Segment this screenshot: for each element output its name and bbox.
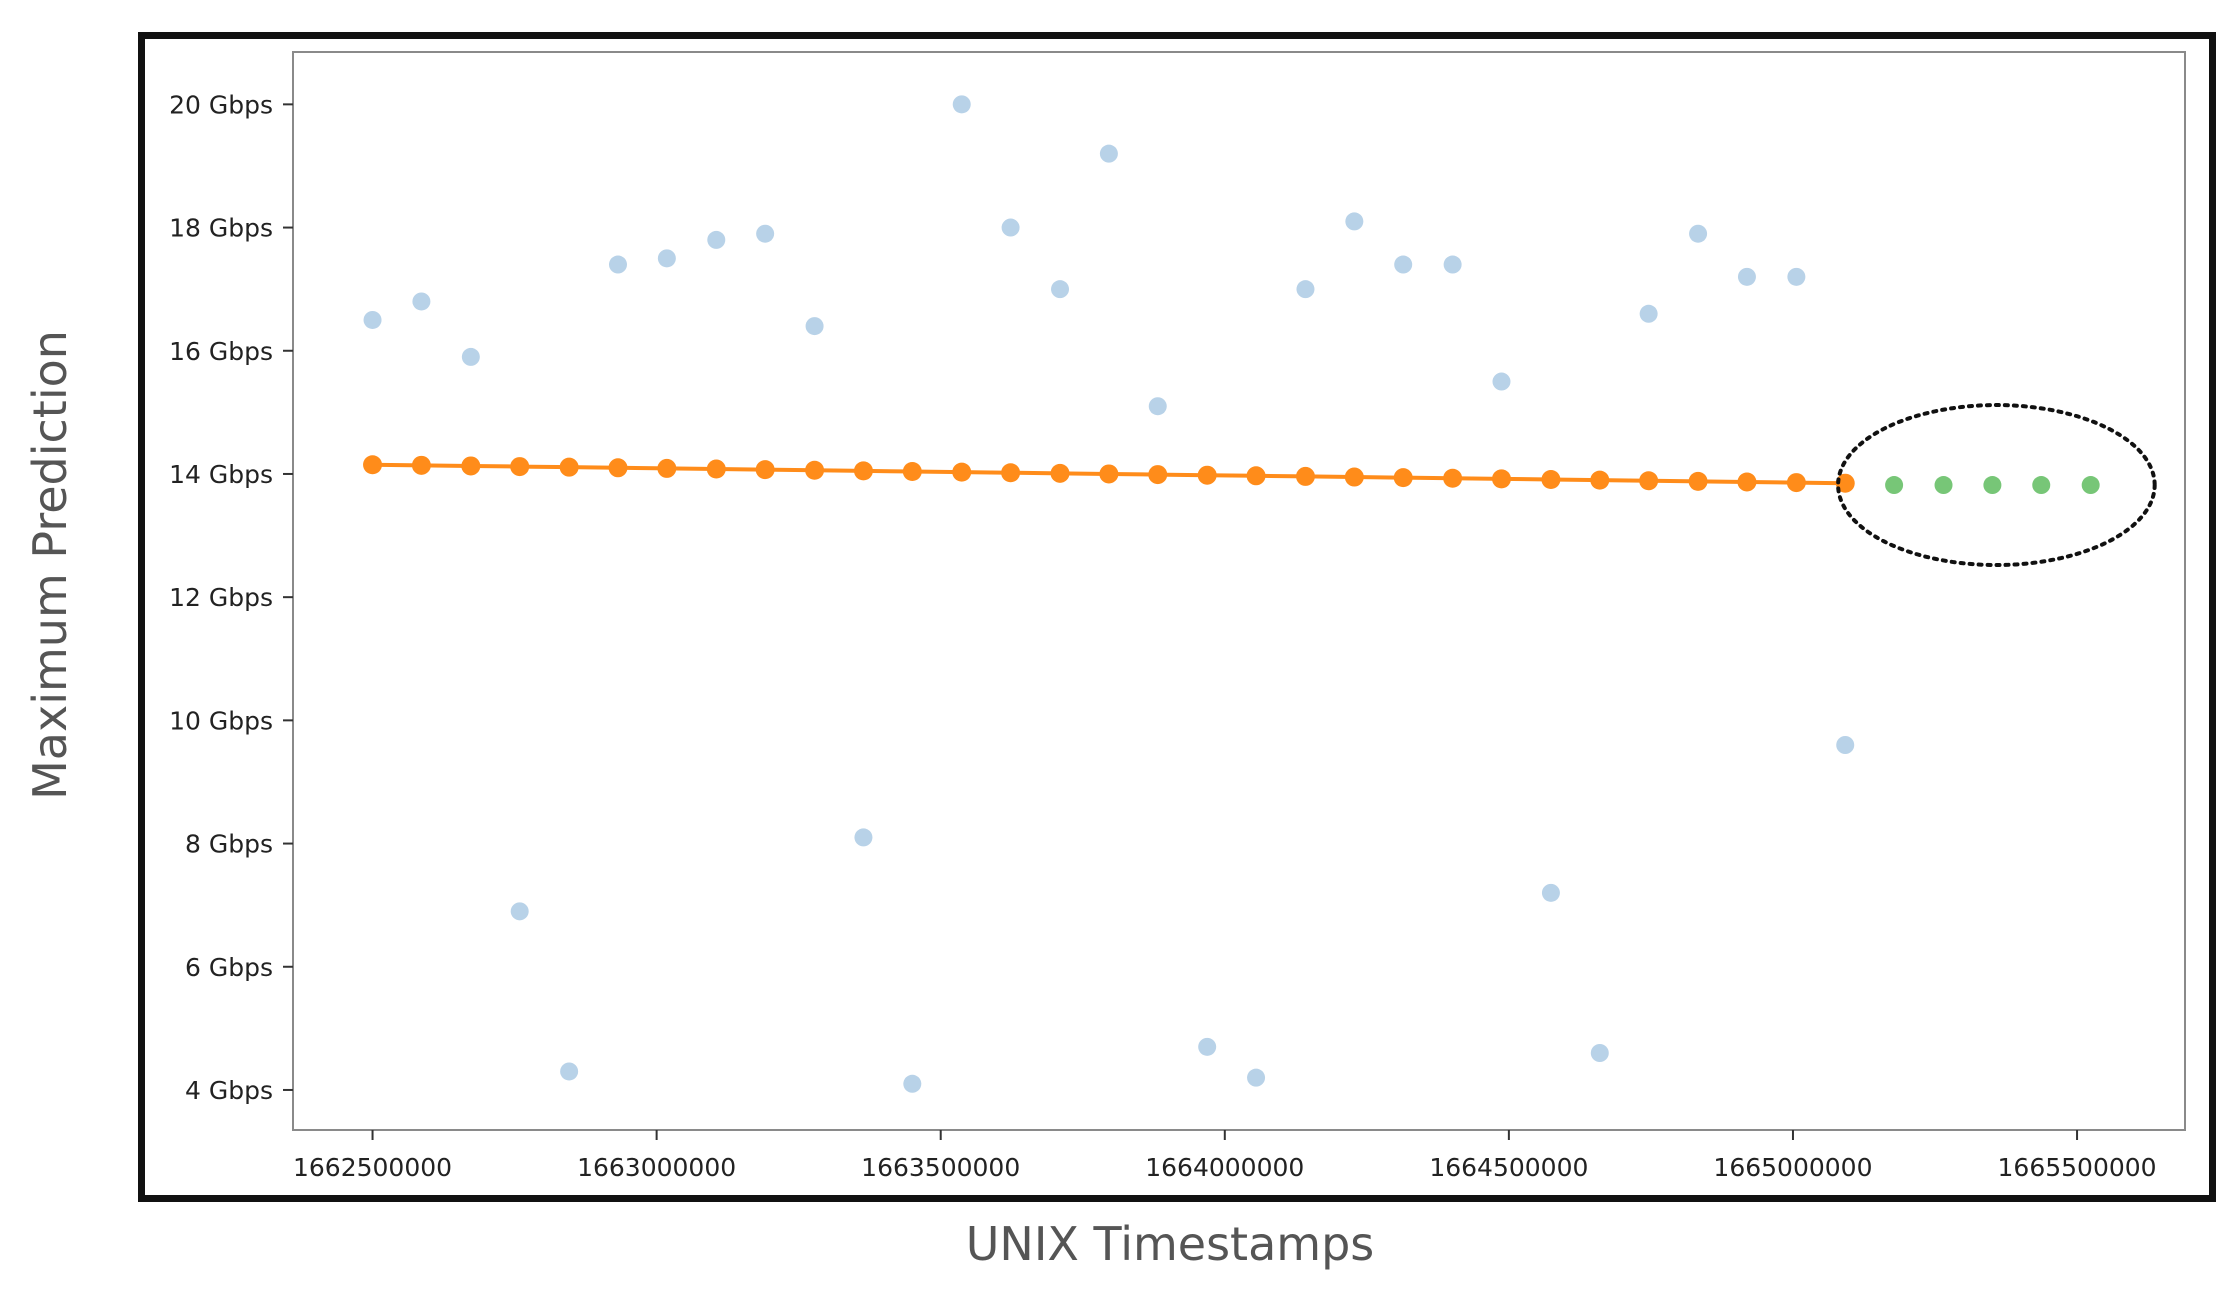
series-2-point	[411, 455, 431, 475]
series-2-point	[1197, 465, 1217, 485]
series-1-point	[1247, 1068, 1266, 1087]
y-tick-label: 4 Gbps	[185, 1076, 273, 1105]
series-1-point	[608, 255, 627, 274]
series-2-point	[805, 460, 825, 480]
series-2-point	[1541, 470, 1561, 490]
series-2-point	[755, 460, 775, 480]
series-1-point	[756, 224, 775, 243]
x-axis-title: UNIX Timestamps	[966, 1217, 1375, 1271]
plot-border	[292, 51, 2186, 1131]
series-1-point	[903, 1074, 922, 1093]
series-1-point	[363, 310, 382, 329]
series-1-point	[1051, 280, 1070, 299]
series-1-point	[461, 347, 480, 366]
series-1-point	[1001, 218, 1020, 237]
series-1-point	[854, 828, 873, 847]
series-3-point	[1885, 476, 1904, 495]
series-1-point	[1443, 255, 1462, 274]
y-tick-label: 16 Gbps	[169, 337, 273, 366]
series-2-point	[657, 458, 677, 478]
series-2-point	[1786, 473, 1806, 493]
y-tick-label: 20 Gbps	[169, 90, 273, 119]
series-1-point	[412, 292, 431, 311]
series-3-point	[1983, 476, 2002, 495]
series-1-point	[1394, 255, 1413, 274]
series-2-point	[1688, 471, 1708, 491]
series-2-point	[461, 456, 481, 476]
series-1-point	[1737, 267, 1756, 286]
chart-frame	[138, 32, 2216, 1202]
series-2-point	[1393, 468, 1413, 488]
series-1-point	[1148, 397, 1167, 416]
series-2-point	[1639, 471, 1659, 491]
series-1-point	[1590, 1044, 1609, 1062]
series-2-point	[1491, 469, 1511, 489]
y-tick-label: 6 Gbps	[185, 953, 273, 982]
plot-area: 4 Gbps 6 Gbps 8 Gbps 10 Gbps 12 Gbps 14 Gbps 1…	[169, 51, 2186, 1182]
series-1-point	[1541, 883, 1560, 902]
series-1-point	[657, 249, 676, 268]
y-axis-title: Maximum Prediction	[23, 330, 77, 800]
series-1-point	[1787, 267, 1806, 286]
y-tick-label: 14 Gbps	[169, 460, 273, 489]
series-1-point	[510, 902, 529, 921]
series-1-point	[1639, 304, 1658, 323]
series-2-point	[1443, 468, 1463, 488]
series-1-point	[805, 317, 824, 336]
series-2-point	[1148, 465, 1168, 485]
series-2-point	[952, 462, 972, 482]
series-2-point	[608, 458, 628, 478]
x-tick-label: 1665500000	[1998, 1153, 2157, 1182]
series-2-point	[1246, 466, 1266, 486]
series-1-point	[952, 95, 971, 114]
series-2-point	[510, 457, 530, 477]
x-tick-label: 1662500000	[293, 1153, 452, 1182]
series-2-point	[1835, 473, 1855, 493]
x-tick-label: 1664000000	[1145, 1153, 1304, 1182]
series-2-point	[1001, 463, 1021, 483]
series-1-point	[560, 1062, 579, 1081]
series-1-point	[1345, 212, 1364, 231]
series-1-point	[1099, 144, 1118, 163]
series-3-point	[1934, 476, 1953, 495]
x-tick-label: 1663000000	[577, 1153, 736, 1182]
series-2-point	[1590, 470, 1610, 490]
x-tick-label: 1664500000	[1429, 1153, 1588, 1182]
series-2-point	[706, 459, 726, 479]
series-2-point	[559, 457, 579, 477]
y-tick-label: 12 Gbps	[169, 583, 273, 612]
y-tick-label: 8 Gbps	[185, 830, 273, 859]
series-1-point	[1492, 372, 1511, 391]
series-2-point	[1295, 466, 1315, 486]
series-2-point	[1099, 464, 1119, 484]
series-2-point	[1344, 467, 1364, 487]
series-1-point	[1198, 1037, 1217, 1056]
x-tick-label: 1663500000	[861, 1153, 1020, 1182]
series-2-point	[1737, 472, 1757, 492]
series-1-point	[1836, 736, 1855, 754]
y-tick-label: 18 Gbps	[169, 214, 273, 243]
series-2-point	[1050, 463, 1070, 483]
series-2-point	[902, 461, 922, 481]
y-tick-label: 10 Gbps	[169, 706, 273, 735]
series-2-point	[363, 455, 383, 475]
series-1-point	[1689, 224, 1708, 243]
series-2-point	[853, 461, 873, 481]
series-1-point	[707, 230, 726, 249]
x-tick-label: 1665000000	[1713, 1153, 1872, 1182]
series-1-point	[1296, 280, 1315, 299]
series-3-point	[2032, 476, 2051, 495]
series-3-point	[2081, 476, 2100, 495]
forecast-highlight-ellipse	[1836, 403, 2157, 568]
